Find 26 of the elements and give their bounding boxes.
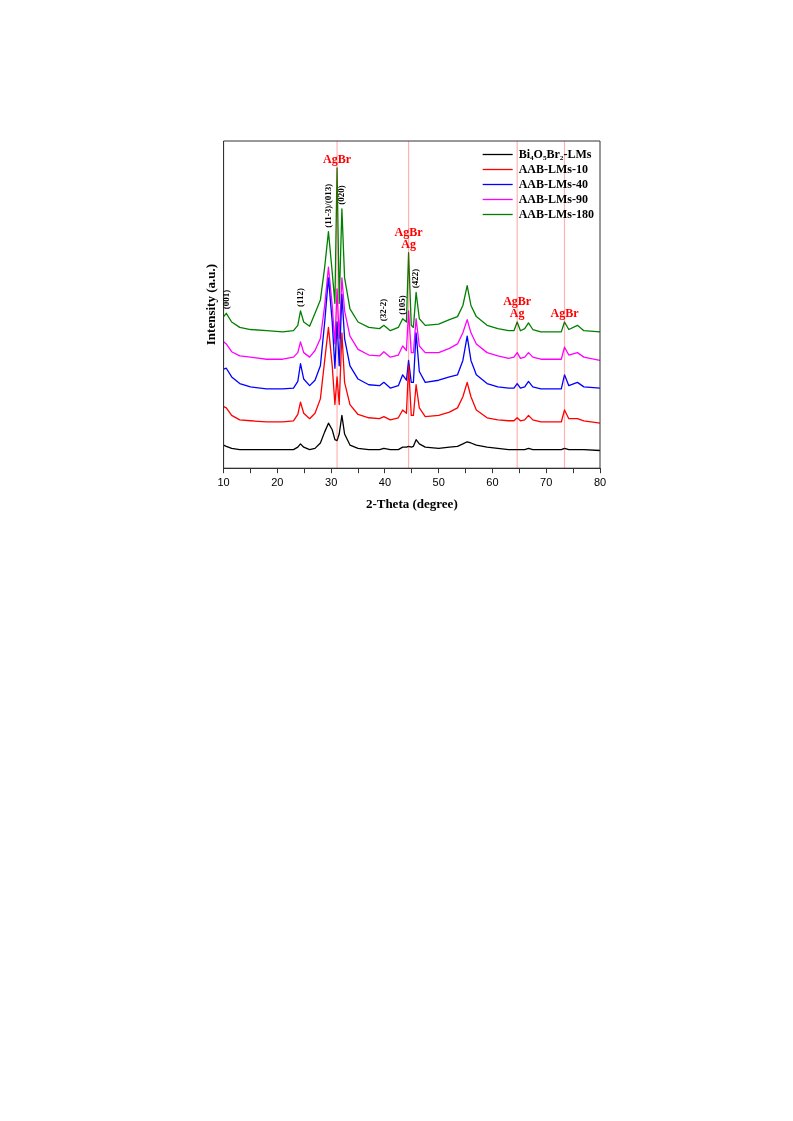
annotation: (001) [220,289,231,310]
annotation: (112) [294,287,305,307]
legend-label: Bi₄O₅Br₂-LMs [518,146,592,161]
ref-line-label: AgBr [323,152,352,167]
x-tick-label: 40 [378,475,392,488]
annotation: (32-2) [378,298,389,322]
legend-label: AAB-LMs-10 [518,161,588,176]
annotation: (422) [410,268,421,289]
x-tick-label: 30 [325,475,338,488]
x-tick-label: 10 [217,475,230,488]
legend-label: AAB-LMs-180 [518,206,594,221]
x-tick-label: 80 [593,475,607,488]
legend-label: AAB-LMs-90 [518,191,588,206]
x-tick-label: 50 [432,475,445,488]
annotation: (11-3)/(013) [322,183,333,228]
ref-line-label: AgBr Ag [394,224,424,251]
annotation: (020) [336,185,347,205]
x-axis-title: 2-Theta (degree) [365,495,458,511]
x-tick-label: 70 [540,475,553,488]
legend-label: AAB-LMs-40 [518,176,588,191]
x-tick-label: 60 [486,475,499,488]
y-axis-title: Intensity (a.u.) [203,263,219,346]
ref-line-label: AgBr [550,306,580,321]
annotation: (105) [396,295,407,315]
ref-line-label: AgBr Ag [503,294,532,321]
x-tick-label: 20 [271,475,284,488]
